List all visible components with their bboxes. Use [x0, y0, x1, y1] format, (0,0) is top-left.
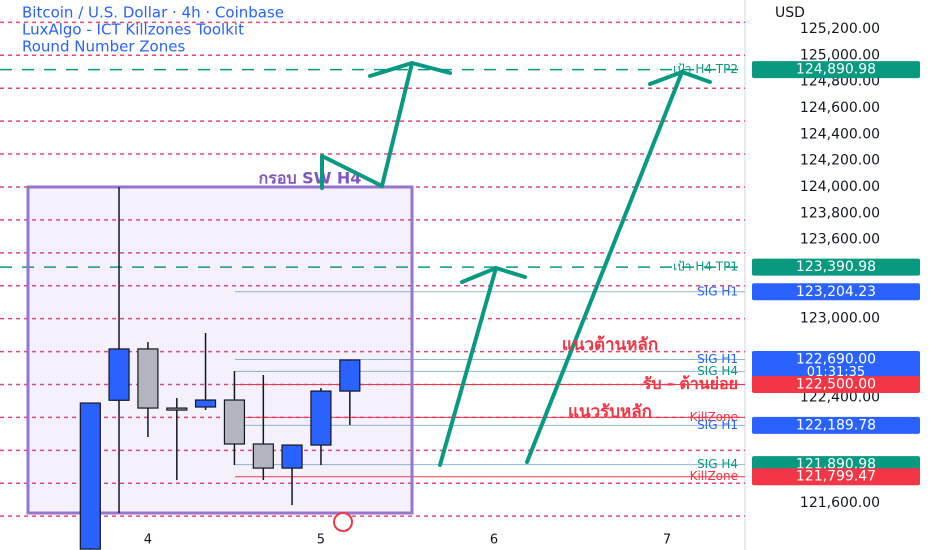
event-icon	[333, 512, 353, 532]
y-tick-label: 124,600.00	[800, 100, 880, 116]
currency-label: USD	[775, 5, 805, 21]
zone-label: แนวต้านหลัก	[562, 335, 658, 355]
price-badge	[752, 283, 920, 301]
level-label: KillZone	[690, 410, 738, 424]
zone-label: แนวรับหลัก	[568, 402, 652, 422]
level-label: SIG H4	[697, 364, 738, 378]
y-tick-label: 124,200.00	[800, 153, 880, 169]
y-tick-label: 124,000.00	[800, 179, 880, 195]
y-tick-label: 123,800.00	[800, 205, 880, 221]
price-badge-label: 124,890.98	[796, 62, 876, 78]
price-badge-label: 123,204.23	[796, 284, 876, 300]
arrows	[320, 61, 712, 467]
price-badge-label: 122,690.00	[796, 351, 876, 367]
y-tick-label: 124,400.00	[800, 126, 880, 142]
x-tick-label: 7	[663, 533, 671, 548]
candle-body	[137, 348, 159, 409]
plot-area	[0, 0, 745, 550]
arrow	[525, 70, 684, 464]
level-label: SIG H1	[697, 352, 738, 366]
arrow-head	[368, 61, 452, 78]
arrow	[320, 61, 414, 190]
level-label: รับ - ต้านย่อย	[643, 374, 738, 393]
level-label: เป้า H4 TP2	[673, 62, 738, 76]
price-badge	[752, 350, 920, 381]
arrow-head	[648, 70, 712, 86]
x-tick-label: 5	[317, 533, 325, 548]
price-badge-label: 121,799.47	[796, 469, 876, 485]
arrow	[438, 266, 498, 467]
y-tick-label: 123,600.00	[800, 232, 880, 248]
level-label: เป้า H4 TP1	[673, 260, 738, 274]
level-label: SIG H1	[697, 418, 738, 432]
y-tick-label: 123,000.00	[800, 311, 880, 327]
indicator-name: Round Number Zones	[22, 38, 185, 56]
box-title: กรอบ SW H4	[259, 169, 362, 188]
price-badge-label: 122,500.00	[796, 376, 876, 392]
x-tick-label: 6	[490, 533, 498, 548]
price-badge	[752, 258, 920, 276]
price-badge	[752, 468, 920, 486]
candle-body	[310, 390, 332, 446]
y-tick-label: 122,400.00	[800, 390, 880, 406]
candle-body	[79, 402, 101, 550]
price-badge	[752, 61, 920, 79]
price-badge	[752, 375, 920, 393]
candle-body	[281, 444, 303, 469]
candle-body	[108, 348, 130, 401]
candle-body	[194, 399, 217, 408]
candle-body	[223, 399, 246, 445]
y-tick-label: 125,000.00	[800, 47, 880, 63]
candle-body	[166, 407, 188, 411]
candle-body	[252, 443, 274, 469]
arrow-head	[460, 266, 527, 284]
level-label: KillZone	[690, 469, 738, 483]
price-badge-label: 122,189.78	[796, 417, 876, 433]
level-label: SIG H1	[697, 284, 738, 298]
indicator-name: LuxAlgo - ICT Killzones Toolkit	[22, 21, 244, 39]
price-badge	[752, 416, 920, 434]
candle-body	[339, 359, 361, 392]
y-tick-label: 125,200.00	[800, 21, 880, 37]
price-badge-label: 123,390.98	[796, 259, 876, 275]
y-tick-label: 121,600.00	[800, 495, 880, 511]
x-tick-label: 4	[144, 533, 152, 548]
chart-title: Bitcoin / U.S. Dollar · 4h · Coinbase	[22, 4, 284, 22]
level-label: SIG H4	[697, 457, 738, 471]
